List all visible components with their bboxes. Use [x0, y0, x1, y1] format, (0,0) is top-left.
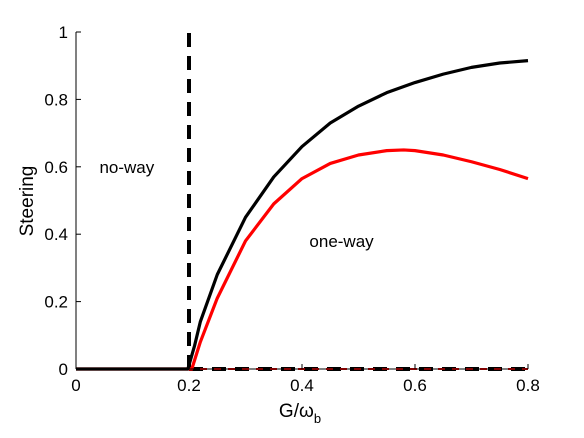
y-tick-label: 0.6 — [44, 158, 68, 177]
x-axis-label-main: G/ω — [279, 401, 314, 422]
annotations: no-way one-way — [99, 158, 374, 251]
region-annotation: no-way — [99, 158, 154, 177]
y-tick-label: 0 — [59, 360, 68, 379]
ticks: 0 0.2 0.4 0.6 0.8 0 0.2 0.4 0.6 0.8 1 — [44, 23, 539, 395]
y-axis-label: Steering — [17, 166, 38, 237]
x-axis-label: G/ωb — [279, 401, 321, 426]
x-tick-label: 0.8 — [516, 376, 540, 395]
y-tick-label: 1 — [59, 23, 68, 42]
y-tick-label: 0.8 — [44, 90, 68, 109]
y-tick-label: 0.2 — [44, 293, 68, 312]
black-solid-curve — [76, 59, 529, 371]
plot-marks — [76, 32, 529, 371]
x-tick-label: 0.6 — [403, 376, 427, 395]
region-annotation: one-way — [309, 232, 374, 251]
y-tick-label: 0.4 — [44, 225, 68, 244]
axes-frame — [75, 32, 528, 370]
x-tick-label: 0.4 — [290, 376, 314, 395]
red-solid-curve — [76, 148, 529, 371]
x-tick-label: 0.2 — [177, 376, 201, 395]
x-tick-label: 0 — [71, 376, 80, 395]
x-axis-label-subscript: b — [314, 411, 321, 426]
